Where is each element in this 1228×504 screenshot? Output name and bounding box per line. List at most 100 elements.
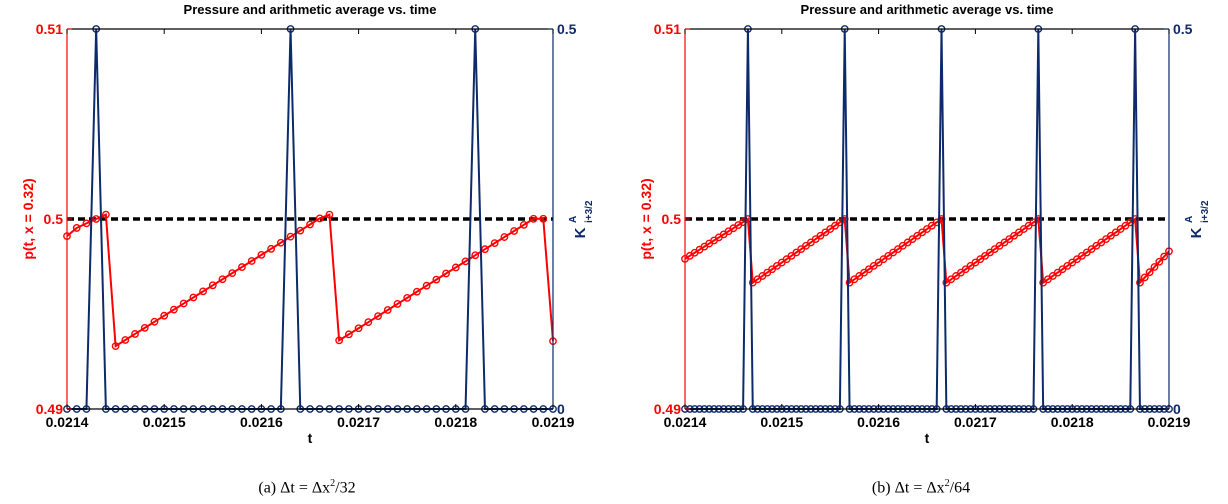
- pressure-point: [72, 224, 81, 232]
- caption-a-text: (a) Δt = Δx: [258, 479, 331, 497]
- caption-b: (b) Δt = Δx2/64: [614, 478, 1228, 497]
- x-axis-label: t: [308, 430, 313, 446]
- x-tick-label: 0.0215: [143, 414, 186, 430]
- pressure-point: [131, 330, 139, 338]
- caption-a: (a) Δt = Δx2/32: [0, 478, 614, 497]
- pressure-point: [1150, 263, 1159, 271]
- y-left-tick-label: 0.51: [654, 21, 681, 37]
- pressure-point: [228, 269, 237, 278]
- caption-a-suffix: /32: [335, 479, 356, 497]
- y-right-label-k: K: [572, 227, 589, 238]
- y-right-label-k: K: [1188, 227, 1205, 238]
- caption-b-suffix: /64: [949, 479, 971, 497]
- x-tick-label: 0.0214: [46, 414, 89, 430]
- pressure-point: [208, 281, 217, 290]
- pressure-point: [383, 306, 392, 314]
- pressure-point: [257, 251, 266, 259]
- pressure-point: [500, 233, 509, 241]
- pressure-point: [374, 312, 382, 320]
- pressure-point: [189, 293, 198, 302]
- pressure-point: [403, 293, 412, 302]
- chart-title: Pressure and arithmetic average vs. time: [801, 2, 1054, 17]
- y-right-tick-label: 0: [557, 401, 565, 417]
- chart-b: Pressure and arithmetic average vs. time…: [638, 2, 1211, 446]
- pressure-point: [267, 244, 276, 253]
- x-tick-label: 0.0217: [954, 414, 997, 430]
- chart-title: Pressure and arithmetic average vs. time: [184, 2, 437, 17]
- pressure-point: [529, 214, 538, 223]
- pressure-point: [413, 287, 421, 296]
- y-left-axis-label: p(t, x = 0.32): [20, 178, 36, 259]
- pressure-point: [364, 318, 373, 327]
- pressure-line: [684, 217, 1170, 286]
- pressure-point: [92, 215, 101, 223]
- pressure-point: [121, 336, 130, 344]
- x-tick-label: 0.0219: [532, 414, 575, 430]
- panel-a: Pressure and arithmetic average vs. time…: [0, 2, 614, 497]
- pressure-point: [306, 220, 314, 229]
- pressure-point: [1160, 252, 1169, 261]
- pressure-point: [393, 300, 402, 308]
- x-tick-label: 0.0214: [664, 414, 707, 430]
- pressure-point: [422, 281, 431, 290]
- x-tick-label: 0.0218: [434, 414, 477, 430]
- pressure-point: [199, 287, 207, 296]
- pressure-point: [519, 220, 528, 229]
- pressure-point: [471, 251, 480, 260]
- pressure-point: [451, 263, 460, 272]
- pressure-point: [238, 263, 246, 271]
- pressure-point: [354, 324, 363, 333]
- x-tick-label: 0.0216: [240, 414, 283, 430]
- y-right-tick-label: 0: [1173, 401, 1181, 417]
- pressure-point: [160, 311, 169, 320]
- y-left-tick-label: 0.5: [44, 211, 64, 227]
- pressure-point: [286, 232, 295, 241]
- y-left-tick-label: 0.5: [662, 211, 682, 227]
- x-axis-label: t: [925, 430, 930, 446]
- pressure-point: [442, 269, 450, 278]
- caption-b-sup: 2: [944, 478, 950, 489]
- x-tick-label: 0.0216: [857, 414, 900, 430]
- pressure-point: [247, 257, 256, 265]
- pressure-point: [111, 342, 120, 351]
- pressure-point: [510, 227, 519, 235]
- pressure-point: [539, 214, 548, 223]
- pressure-point: [276, 238, 285, 247]
- pressure-point: [101, 210, 110, 219]
- x-tick-label: 0.0217: [337, 414, 380, 430]
- y-right-axis-label: KA i+3/2: [1184, 200, 1211, 238]
- pressure-point: [1140, 273, 1149, 282]
- caption-b-text: (b) Δt = Δx: [871, 479, 945, 497]
- y-right-label-sub: i+3/2: [1200, 200, 1211, 223]
- pressure-point: [296, 226, 305, 235]
- caption-a-sup: 2: [330, 478, 336, 489]
- pressure-point: [315, 214, 324, 223]
- pressure-point: [432, 275, 441, 284]
- y-right-label-sup: A: [568, 216, 579, 223]
- pressure-point: [325, 210, 334, 219]
- pressure-point: [179, 299, 188, 308]
- pressure-point: [1155, 257, 1164, 266]
- x-tick-label: 0.0218: [1051, 414, 1094, 430]
- pressure-point: [490, 239, 499, 248]
- pressure-point: [140, 323, 149, 332]
- y-right-label-sub: i+3/2: [584, 200, 595, 223]
- x-tick-label: 0.0215: [760, 414, 803, 430]
- y-right-label-sup: A: [1184, 216, 1195, 223]
- pressure-point: [1136, 278, 1144, 287]
- panel-b: Pressure and arithmetic average vs. time…: [614, 0, 1228, 504]
- y-right-tick-label: 0.5: [1173, 21, 1193, 37]
- x-tick-label: 0.0219: [1148, 414, 1191, 430]
- y-left-tick-label: 0.49: [36, 401, 63, 417]
- pressure-point: [1145, 268, 1154, 277]
- pressure-point: [82, 219, 91, 228]
- pressure-point: [344, 330, 353, 339]
- y-right-axis-label: KA i+3/2: [568, 200, 595, 238]
- y-left-tick-label: 0.49: [654, 401, 681, 417]
- y-right-tick-label: 0.5: [557, 21, 577, 37]
- pressure-point: [335, 336, 344, 345]
- pressure-point: [218, 275, 227, 284]
- y-left-axis-label: p(t, x = 0.32): [638, 178, 654, 259]
- pressure-point: [170, 305, 178, 314]
- pressure-point: [150, 317, 159, 326]
